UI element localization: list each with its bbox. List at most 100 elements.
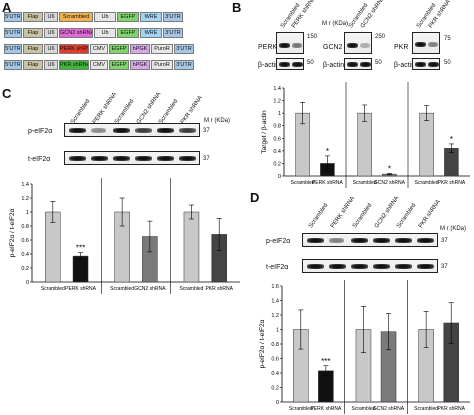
construct-segment: 5'UTR [4,44,22,54]
row-label: t-eIF2α [28,156,51,163]
y-tick-label: 1.2 [273,99,281,105]
y-tick-label: 0 [276,400,279,406]
y-tick-label: 0.4 [273,149,281,155]
band [135,128,152,133]
lane-label: Scrambled [352,202,374,230]
category-label: PERK shRNA [65,286,97,292]
panel-label-a: A [2,0,12,15]
row-label: p-eIF2α [266,238,291,245]
chart-b: 0 0.2 0.4 0.6 0.8 1 1.2 1.4 Target / β-actin Scra… [261,82,470,188]
y-axis-label: p-eIF2α / t-eIF2α [259,319,266,368]
construct-segment: Flap [23,44,43,54]
y-tick-label: 0.2 [271,386,279,392]
band [307,264,324,269]
significance-label: * [450,135,453,144]
significance-label: * [388,164,391,173]
blot-actin [276,58,304,70]
construct-segment: EGFP [109,44,129,54]
construct-segment: EGFP [117,12,139,22]
construct-segment: hPGK [130,44,150,54]
band [417,264,434,269]
band [91,128,106,133]
construct-segment: 3'UTR [163,28,183,38]
marker: 37 [203,128,210,134]
y-tick-label: 1 [278,111,281,117]
band [428,62,439,67]
category-label: PKR shRNA [205,286,233,292]
category-label: GCN2 shRNA [374,180,406,186]
panel-d-blots: Scrambled PERK shRNA Scrambled GCN2 shRN… [254,194,472,276]
construct-segment: PERK shRNA [59,44,89,54]
blot-actin [412,58,440,70]
lane-label: Scrambled [158,98,180,126]
construct-segment: hPGK [130,60,150,70]
blot-p-eif2a [64,123,200,137]
category-label: Scrambled [353,180,377,186]
construct-segment: CMV [90,44,108,54]
band [91,156,108,161]
significance-label: *** [321,357,330,366]
y-tick-label: 0.8 [271,342,279,348]
marker: 37 [441,264,448,270]
band [360,43,370,48]
panel-label-d: D [250,190,260,205]
band [179,128,196,133]
band [360,62,371,67]
y-tick-label: 0.6 [271,357,279,363]
panel-b-blots: Scrambled PERK shRNA PERK β-actin 150 50… [258,0,472,74]
marker: 37 [441,238,448,244]
bar [183,211,200,283]
construct-segment: Flap [23,12,43,22]
lane-label: PKR shRNA [418,198,442,230]
construct-segment: 5'UTR [4,28,22,38]
category-label: PERK shRNA [312,180,344,186]
y-tick-label: 0.6 [21,238,29,244]
construct-segment: Ub [94,28,116,38]
bar [72,255,89,283]
band [69,128,86,133]
construct-segment: PuroR [151,60,173,70]
marker: 250 [375,34,386,40]
panel-c-blots: Scrambled PERK shRNA Scrambled GCN2 shRN… [4,90,240,172]
lane-label: Scrambled [114,98,136,126]
band [395,264,412,269]
band [292,43,302,48]
significance-label: *** [76,244,85,253]
chart-d: 0 0.2 0.4 0.6 0.8 1 1.2 1.4 1.6 p-eIF2α / t-eIF2α… [259,280,470,414]
y-tick-label: 0 [26,280,29,286]
y-tick-label: 1.6 [271,284,279,290]
band [292,62,303,67]
marker: 75 [444,36,451,42]
construct-diagrams: 5'UTR Flap U6 Scrambled Ub EGFP WRE 3'UTR 5'UTR F… [4,12,230,74]
construct-segment: CMV [90,60,108,70]
construct-segment: U6 [44,44,58,54]
construct-segment: EGFP [117,28,139,38]
y-tick-label: 0.8 [21,224,29,230]
row-label: p-eIF2α [28,128,53,135]
row-label: t-eIF2α [266,264,289,271]
marker: 150 [307,34,318,40]
row-label: β-actin [394,62,416,69]
construct-segment: Flap [23,60,43,70]
band [69,156,86,161]
category-label: PERK shRNA [310,406,342,412]
band [157,128,174,133]
row-label: GCN2 [323,44,343,51]
y-tick-label: 1 [276,328,279,334]
category-label: GCN2 shRNA [134,286,166,292]
band [279,62,290,67]
y-tick-label: 0.8 [273,124,281,130]
category-label: Scrambled [180,286,204,292]
band [395,238,412,243]
y-tick-label: 1.4 [21,182,29,188]
y-tick-label: 1.4 [271,299,279,305]
panel-label-c: C [2,86,12,101]
mw-label: M r (KDa) [440,226,466,232]
y-tick-label: 1 [26,210,29,216]
y-tick-label: 0.6 [273,136,281,142]
construct-segment: GCN2 shRNA [59,28,93,38]
band [347,62,358,67]
construct-segment: Ub [94,12,116,22]
y-tick-label: 0 [278,174,281,180]
marker: 50 [307,60,314,66]
